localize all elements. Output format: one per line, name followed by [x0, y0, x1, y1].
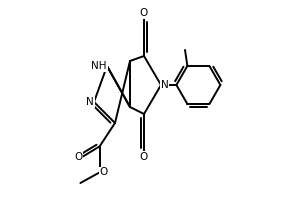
Text: N: N [161, 80, 169, 90]
Text: O: O [140, 152, 148, 162]
Text: O: O [100, 167, 108, 177]
Text: NH: NH [91, 61, 107, 71]
Text: O: O [140, 8, 148, 18]
Text: O: O [74, 152, 82, 162]
Text: N: N [86, 97, 94, 107]
